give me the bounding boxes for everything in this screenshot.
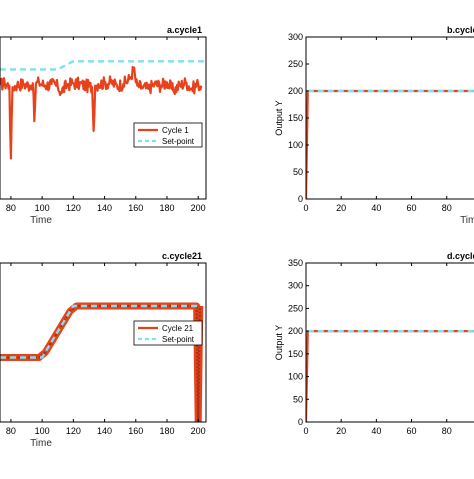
y-tick-label: 0: [298, 417, 303, 427]
x-tick-label: 160: [128, 426, 143, 436]
subplot-title: b.cycle: [447, 25, 474, 35]
x-tick-label: 0: [303, 203, 308, 213]
legend: Cycle 21 Set-point: [133, 320, 203, 346]
x-tick-label: 120: [66, 203, 81, 213]
series-line-0: [306, 330, 474, 422]
x-tick-label: 40: [371, 426, 381, 436]
x-tick-label: 100: [35, 426, 50, 436]
subplot-b: 020406080100050100150200250300b.cycleTim…: [274, 25, 474, 226]
x-tick-label: 160: [128, 203, 143, 213]
y-tick-label: 250: [288, 59, 303, 69]
y-tick-label: 300: [288, 32, 303, 42]
subplot-a: 80 100 120 140 160 180 200 a.cycle1 Time Cycle 1 S…: [0, 25, 207, 226]
y-tick-label: 350: [288, 258, 303, 268]
legend-box: [133, 122, 203, 148]
series-group: [306, 329, 474, 422]
y-tick-label: 200: [288, 86, 303, 96]
y-tick-label: 50: [293, 167, 303, 177]
axes-frame: [0, 262, 207, 423]
x-tick-label: 100: [35, 203, 50, 213]
axes-frame: [305, 36, 474, 200]
x-tick-label: 20: [336, 426, 346, 436]
y-tick-label: 300: [288, 281, 303, 291]
x-tick-label: 60: [407, 426, 417, 436]
x-tick-label: 200: [191, 203, 206, 213]
x-tick-label: 180: [159, 426, 174, 436]
legend-label: Set-point: [162, 137, 195, 146]
y-tick-label: 150: [288, 349, 303, 359]
x-tick-label: 140: [97, 203, 112, 213]
axes-frame: [305, 262, 474, 423]
y-tick-label: 0: [298, 194, 303, 204]
y-tick-label: 150: [288, 113, 303, 123]
y-tick-label: 250: [288, 303, 303, 313]
setpoint-line-1: [307, 89, 474, 93]
y-axis-label: Output Y: [274, 100, 284, 135]
x-tick-label: 0: [303, 426, 308, 436]
legend: Cycle 1 Set-point: [133, 122, 203, 148]
x-tick-label: 80: [442, 203, 452, 213]
x-tick-label: 80: [442, 426, 452, 436]
x-tick-label: 40: [371, 203, 381, 213]
y-axis-label: Output Y: [274, 325, 284, 360]
y-tick-label: 50: [293, 394, 303, 404]
setpoint-line-1: [0, 304, 200, 359]
subplot-title: c.cycle21: [162, 251, 202, 261]
series-line-0: [0, 65, 203, 160]
subplot-d: 020406080100050100150200250300350d.cycle…: [274, 251, 474, 436]
axes-frame: [0, 36, 207, 200]
y-tick-label: 200: [288, 326, 303, 336]
y-tick-label: 100: [288, 140, 303, 150]
x-axis-label: Time: [30, 438, 52, 449]
x-axis-label: Time: [460, 215, 474, 226]
legend-label: Cycle 21: [162, 324, 194, 333]
x-tick-label: 20: [336, 203, 346, 213]
series-group: [0, 60, 206, 160]
subplot-title: d.cycle: [447, 251, 474, 261]
x-tick-label: 180: [159, 203, 174, 213]
setpoint-line-1: [307, 329, 474, 333]
x-tick-label: 140: [97, 426, 112, 436]
legend-label: Cycle 1: [162, 126, 189, 135]
x-tick-label: 120: [66, 426, 81, 436]
x-tick-label: 60: [407, 203, 417, 213]
legend-label: Set-point: [162, 335, 195, 344]
x-tick-label: 80: [6, 203, 16, 213]
x-tick-label: 80: [6, 426, 16, 436]
series-line-0: [306, 89, 474, 199]
setpoint-line-1: [0, 60, 206, 71]
series-group: [0, 302, 204, 422]
x-tick-label: 200: [191, 426, 206, 436]
subplot-c: 80 100 120 140 160 180 200 c.cycle21 Time Cycle 2…: [0, 251, 207, 449]
subplot-title: a.cycle1: [167, 25, 202, 35]
series-group: [306, 89, 474, 199]
y-tick-label: 100: [288, 372, 303, 382]
x-axis-label: Time: [30, 215, 52, 226]
legend-box: [133, 320, 203, 346]
